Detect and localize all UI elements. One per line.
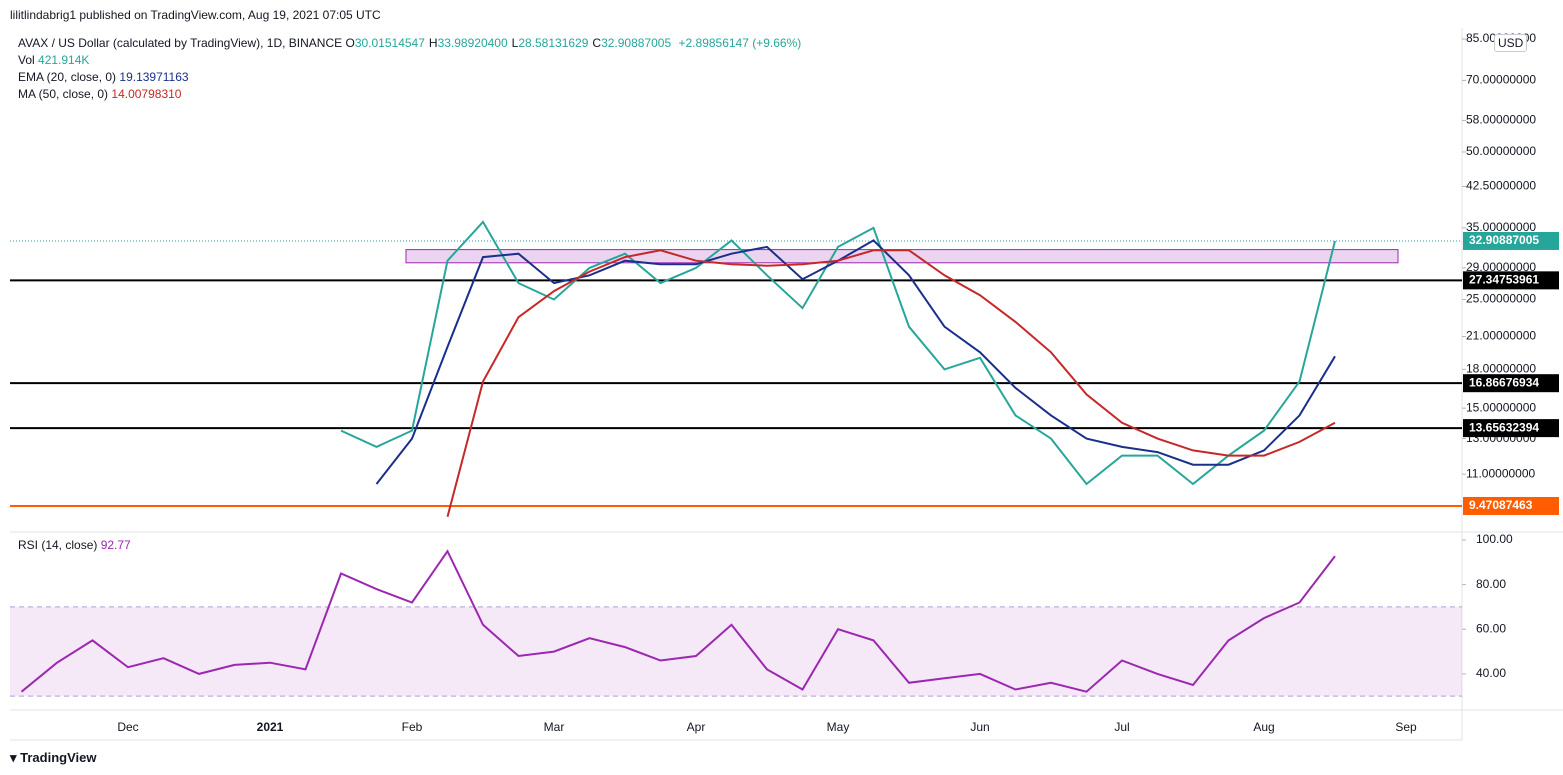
ma-value: 14.00798310 <box>111 87 182 101</box>
y-tick-label: 29.00000000 <box>1466 260 1536 274</box>
x-tick-label: May <box>827 720 850 734</box>
y-tick-label: 18.00000000 <box>1466 362 1536 376</box>
x-tick-label: 2021 <box>257 720 284 734</box>
series-line <box>375 239 1336 485</box>
y-tick-label: 25.00000000 <box>1466 292 1536 306</box>
rsi-label: RSI (14, close) <box>18 538 98 552</box>
rsi-row: RSI (14, close) 92.77 <box>18 538 131 552</box>
level-label: 13.65632394 <box>1469 420 1539 434</box>
level-label-bg <box>1463 496 1559 515</box>
x-tick-label: Jun <box>970 720 989 734</box>
y-tick-label: 42.50000000 <box>1466 179 1536 193</box>
currency[interactable]: USD <box>1494 34 1528 52</box>
footer: ▾ TradingView <box>10 750 97 765</box>
y-tick-label: 21.00000000 <box>1466 329 1536 343</box>
ohlc-value: 32.90887005 <box>601 36 672 50</box>
last-price-bg <box>1463 231 1559 250</box>
ohlc-key: O <box>345 36 355 50</box>
vol-label: Vol <box>18 53 35 67</box>
last-price-label: 32.90887005 <box>1469 233 1539 247</box>
y-tick-label: 58.00000000 <box>1466 113 1536 127</box>
series-line <box>340 220 1336 486</box>
y-tick-label: 11.00000000 <box>1466 466 1536 480</box>
y-tick-label: 100.00 <box>1476 532 1513 546</box>
y-tick-label: 60.00 <box>1476 621 1506 635</box>
ema-value: 19.13971163 <box>119 70 189 84</box>
y-tick-label: 35.00000000 <box>1466 220 1536 234</box>
level-label: 27.34753961 <box>1469 273 1539 287</box>
ohlc-key: C <box>592 36 602 50</box>
x-tick-label: Aug <box>1253 720 1274 734</box>
ema-label: EMA (20, close, 0) <box>18 70 117 84</box>
level-label-bg <box>1463 419 1559 438</box>
rsi-value: 92.77 <box>100 538 131 552</box>
y-tick-label: 80.00 <box>1476 577 1506 591</box>
ohlc-value: 33.98920400 <box>437 36 508 50</box>
ma-label: MA (50, close, 0) <box>18 87 109 101</box>
vol-row: Vol 421.914K <box>18 53 89 67</box>
footer-brand: TradingView <box>20 750 97 765</box>
y-tick-label: 50.00000000 <box>1466 144 1536 158</box>
y-tick-label: 15.00000000 <box>1466 400 1536 414</box>
legend-row: AVAX / US Dollar (calculated by TradingV… <box>18 36 801 50</box>
ema-row: EMA (20, close, 0) 19.13971163 <box>18 70 189 84</box>
ma-row: MA (50, close, 0) 14.00798310 <box>18 87 181 101</box>
x-tick-label: Mar <box>544 720 565 734</box>
series-line <box>446 249 1336 518</box>
vol: 421.914K <box>38 53 90 67</box>
level-label: 16.86676934 <box>1469 375 1539 389</box>
change: +2.89856147 (+9.66%) <box>678 36 802 50</box>
x-tick-label: Apr <box>687 720 706 734</box>
level-label-bg <box>1463 374 1559 393</box>
published: lilitlindabrig1 published on TradingView… <box>10 8 381 22</box>
symbol: AVAX / US Dollar (calculated by TradingV… <box>18 36 343 50</box>
y-tick-label: 70.00000000 <box>1466 73 1536 87</box>
level-label: 9.47087463 <box>1469 498 1533 512</box>
ohlc-value: 30.01514547 <box>354 36 425 50</box>
x-tick-label: Jul <box>1114 720 1129 734</box>
ohlc-key: L <box>511 36 519 50</box>
x-tick-label: Feb <box>402 720 423 734</box>
x-tick-label: Sep <box>1395 720 1417 734</box>
rsi-band <box>10 606 1462 697</box>
ohlc: O30.01514547 H33.98920400 L28.58131629 C32.… <box>345 36 675 50</box>
series-line <box>20 549 1336 693</box>
y-tick-label: 40.00 <box>1476 666 1506 680</box>
ohlc-value: 28.58131629 <box>518 36 589 50</box>
x-tick-label: Dec <box>117 720 138 734</box>
ohlc-key: H <box>428 36 438 50</box>
level-label-bg <box>1463 271 1559 290</box>
zone <box>405 249 1399 264</box>
